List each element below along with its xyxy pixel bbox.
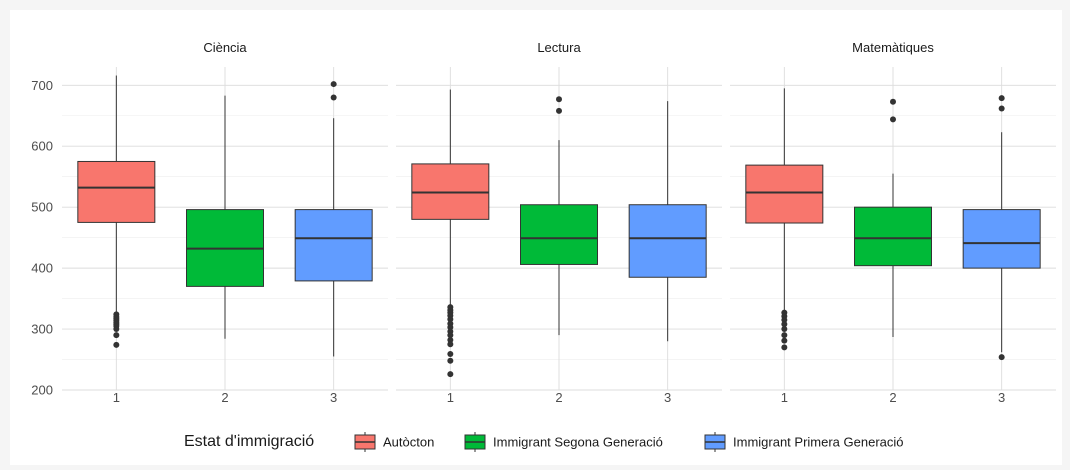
y-tick-label: 200 [31, 383, 53, 398]
outlier-point [556, 107, 562, 114]
outlier-point [447, 357, 454, 364]
box [854, 206, 932, 267]
boxplot-3 [962, 95, 1041, 361]
outlier-point [113, 341, 120, 348]
boxplot-2 [854, 98, 932, 337]
outlier-point [781, 344, 788, 351]
outlier-point [447, 316, 454, 323]
boxplot-1 [745, 88, 824, 351]
outlier-point [447, 341, 454, 348]
legend-label: Autòcton [383, 435, 434, 450]
boxplot-1 [77, 75, 156, 348]
y-tick-label: 600 [31, 139, 53, 154]
legend-label: Immigrant Segona Generació [493, 435, 663, 450]
outlier-point [781, 316, 788, 323]
legend-title: Estat d'immigració [184, 433, 314, 450]
x-tick-label: 1 [447, 390, 454, 405]
legend-key [354, 432, 376, 452]
boxplot-2 [186, 95, 264, 339]
legend-key [464, 432, 486, 452]
x-tick-label: 2 [555, 390, 562, 405]
outlier-point [890, 98, 896, 105]
x-tick-label: 2 [221, 390, 228, 405]
legend-key [704, 432, 726, 452]
boxplot-3 [294, 81, 373, 357]
outlier-point [781, 337, 788, 344]
outlier-point [998, 95, 1005, 102]
outlier-point [447, 337, 454, 344]
outlier-point [998, 105, 1005, 112]
outlier-point [330, 94, 337, 101]
box [520, 204, 598, 265]
x-tick-label: 1 [781, 390, 788, 405]
box [77, 160, 156, 223]
x-tick-label: 2 [889, 390, 896, 405]
y-tick-label: 500 [31, 200, 53, 215]
y-tick-label: 300 [31, 322, 53, 337]
facet-title: Lectura [537, 40, 581, 55]
outlier-point [556, 96, 562, 103]
box [962, 209, 1041, 269]
outlier-point [781, 332, 788, 339]
outlier-point [781, 326, 788, 333]
facet-title: Ciència [203, 40, 247, 55]
y-tick-label: 700 [31, 78, 53, 93]
box [628, 204, 707, 278]
outlier-point [330, 81, 337, 88]
boxplot-1 [411, 89, 490, 378]
outlier-point [447, 351, 454, 358]
box [745, 164, 824, 224]
y-tick-label: 400 [31, 261, 53, 276]
box [294, 209, 373, 282]
boxplot-3 [628, 101, 707, 342]
x-tick-label: 1 [113, 390, 120, 405]
outlier-point [998, 354, 1005, 361]
outlier-point [113, 326, 120, 333]
x-tick-label: 3 [664, 390, 671, 405]
x-tick-label: 3 [330, 390, 337, 405]
outlier-point [113, 332, 120, 339]
boxplot-2 [520, 96, 598, 336]
outlier-point [781, 321, 788, 328]
outlier-point [890, 116, 896, 123]
outlier-point [447, 332, 454, 339]
x-tick-label: 3 [998, 390, 1005, 405]
legend-label: Immigrant Primera Generació [733, 435, 904, 450]
facet-title: Matemàtiques [852, 40, 934, 55]
outlier-point [447, 324, 454, 331]
legend: Estat d'immigració Autòcton Immigrant Sego… [184, 432, 904, 452]
outlier-point [447, 371, 454, 378]
